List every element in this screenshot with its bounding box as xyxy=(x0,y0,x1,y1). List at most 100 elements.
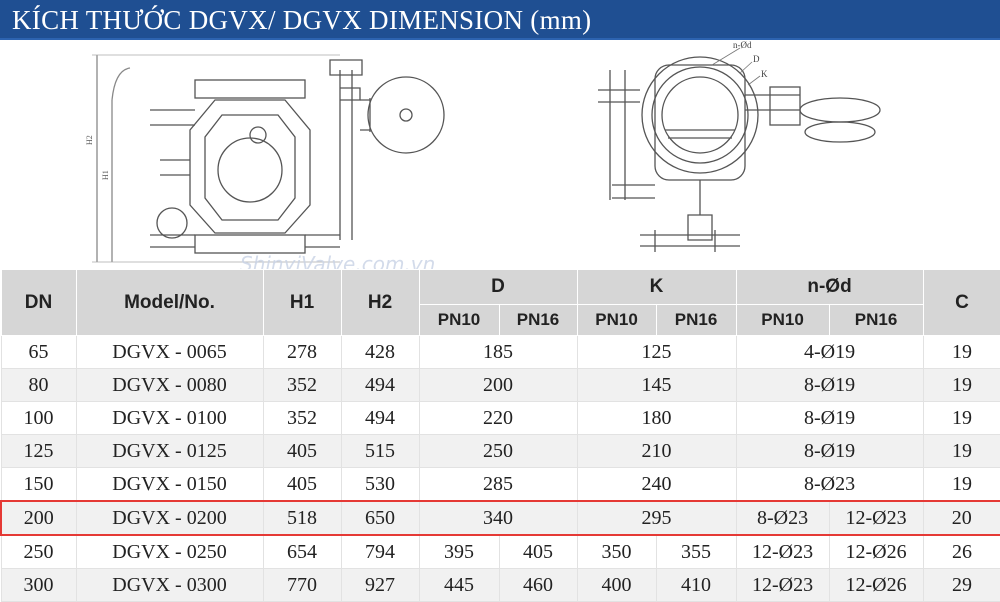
subheader: PN10 xyxy=(576,304,657,336)
cell: 240 xyxy=(576,467,737,502)
title: KÍCH THƯỚC DGVX/ DGVX DIMENSION (mm) xyxy=(12,5,592,35)
cell: DGVX - 0065 xyxy=(75,335,264,369)
cell: 794 xyxy=(340,534,420,569)
cell: DGVX - 0125 xyxy=(75,434,264,468)
column-header: H2 xyxy=(340,269,420,336)
cell: 20 xyxy=(922,500,1000,536)
cell: 8-Ø23 xyxy=(735,467,924,502)
cell: 210 xyxy=(576,434,737,468)
cell: 355 xyxy=(655,534,737,569)
cell: DGVX - 0250 xyxy=(75,534,264,569)
dim-label: D xyxy=(753,54,760,64)
subheader: PN16 xyxy=(828,304,924,336)
cell: 278 xyxy=(262,335,342,369)
cell: 80 xyxy=(0,368,77,402)
cell: 12-Ø23 xyxy=(828,500,924,536)
cell: DGVX - 0080 xyxy=(75,368,264,402)
cell: 494 xyxy=(340,368,420,402)
cell: 220 xyxy=(418,401,578,435)
cell: 300 xyxy=(0,568,77,602)
table-row: 300 DGVX - 0300 770 927 445 460 400 410 12-Ø23 12… xyxy=(0,568,1000,602)
cell: 200 xyxy=(0,500,77,536)
subheader-row: PN10 PN16 PN10 PN16 PN10 PN16 xyxy=(1,304,1000,336)
subheader: PN10 xyxy=(418,304,500,336)
column-header: C xyxy=(922,269,1000,336)
cell: DGVX - 0100 xyxy=(75,401,264,435)
cell: 250 xyxy=(418,434,578,468)
table-row: 80 DGVX - 0080 352 494 200 145 8-Ø19 19 xyxy=(0,368,1000,402)
cell: 8-Ø19 xyxy=(735,401,924,435)
subheader: PN16 xyxy=(498,304,578,336)
cell: 200 xyxy=(418,368,578,402)
column-header: D xyxy=(418,269,578,305)
cell: 145 xyxy=(576,368,737,402)
cell: 405 xyxy=(498,534,578,569)
cell: 19 xyxy=(922,434,1000,468)
cell: 428 xyxy=(340,335,420,369)
cell: DGVX - 0150 xyxy=(75,467,264,502)
cell: 295 xyxy=(576,500,737,536)
cell: DGVX - 0300 xyxy=(75,568,264,602)
cell: 460 xyxy=(498,568,578,602)
cell: 180 xyxy=(576,401,737,435)
cell: 530 xyxy=(340,467,420,502)
dim-label: H2 xyxy=(85,135,94,145)
cell: 350 xyxy=(576,534,657,569)
cell: 410 xyxy=(655,568,737,602)
cell: 12-Ø23 xyxy=(735,568,830,602)
cell: 927 xyxy=(340,568,420,602)
column-header: H1 xyxy=(262,269,342,336)
cell: 405 xyxy=(262,434,342,468)
cell: 340 xyxy=(418,500,578,536)
cell: 19 xyxy=(922,368,1000,402)
column-header: n-Ød xyxy=(735,269,924,305)
cell: 352 xyxy=(262,401,342,435)
cell: 515 xyxy=(340,434,420,468)
cell: 352 xyxy=(262,368,342,402)
cell: 445 xyxy=(418,568,500,602)
cell: 400 xyxy=(576,568,657,602)
column-header: Model/No. xyxy=(75,269,264,336)
table-row: 200 DGVX - 0200 518 650 340 295 8-Ø23 12-Ø23 20 xyxy=(0,500,1000,536)
table-row: 65 DGVX - 0065 278 428 185 125 4-Ø19 19 xyxy=(0,335,1000,369)
dim-label: K xyxy=(761,69,768,79)
cell: 125 xyxy=(576,335,737,369)
table-row: 125 DGVX - 0125 405 515 250 210 8-Ø19 19 xyxy=(0,434,1000,468)
cell: 4-Ø19 xyxy=(735,335,924,369)
cell: 26 xyxy=(922,534,1000,569)
cell: 65 xyxy=(0,335,77,369)
cell: 12-Ø26 xyxy=(828,568,924,602)
cell: 150 xyxy=(0,467,77,502)
cell: 518 xyxy=(262,500,342,536)
cell: 250 xyxy=(0,534,77,569)
cell: 650 xyxy=(340,500,420,536)
title-bar: KÍCH THƯỚC DGVX/ DGVX DIMENSION (mm) xyxy=(0,0,1000,40)
cell: 19 xyxy=(922,467,1000,502)
column-header: K xyxy=(576,269,737,305)
dim-label: H1 xyxy=(101,170,110,180)
cell: DGVX - 0200 xyxy=(75,500,264,536)
cell: 19 xyxy=(922,335,1000,369)
table-row: 250 DGVX - 0250 654 794 395 405 350 355 12-Ø23 12… xyxy=(0,534,1000,569)
cell: 19 xyxy=(922,401,1000,435)
cell: 494 xyxy=(340,401,420,435)
cell: 770 xyxy=(262,568,342,602)
drawings: H2 H1 n-Ød D K xyxy=(85,40,881,263)
table-row: 100 DGVX - 0100 352 494 220 180 8-Ø19 19 xyxy=(0,401,1000,435)
cell: 12-Ø23 xyxy=(735,534,830,569)
cell: 29 xyxy=(922,568,1000,602)
cell: 285 xyxy=(418,467,578,502)
cell: 654 xyxy=(262,534,342,569)
cell: 8-Ø19 xyxy=(735,368,924,402)
cell: 125 xyxy=(0,434,77,468)
cell: 395 xyxy=(418,534,500,569)
cell: 405 xyxy=(262,467,342,502)
cell: 185 xyxy=(418,335,578,369)
table-row: 150 DGVX - 0150 405 530 285 240 8-Ø23 19 xyxy=(0,467,1000,502)
cell: 8-Ø23 xyxy=(735,500,830,536)
cell: 12-Ø26 xyxy=(828,534,924,569)
subheader: PN16 xyxy=(655,304,737,336)
